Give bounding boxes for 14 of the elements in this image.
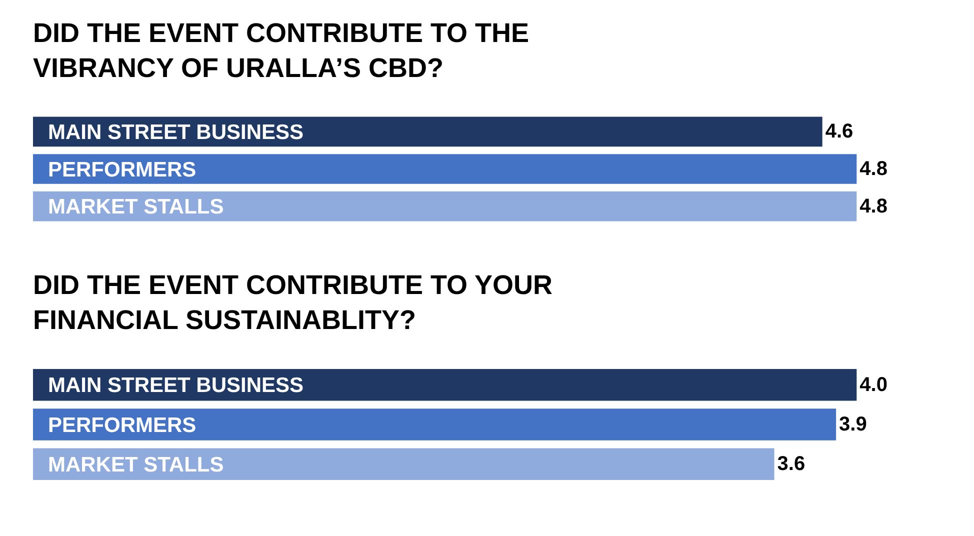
y-tick-label: MAIN STREET BUSINESS bbox=[48, 121, 304, 144]
chart-title: DID THE EVENT CONTRIBUTE TO YOUR FINANCIAL SUSTAINABLITY? bbox=[33, 270, 553, 336]
data-label: 4.0 bbox=[860, 374, 888, 396]
y-tick-label: PERFORMERS bbox=[48, 158, 196, 182]
data-label: 4.6 bbox=[825, 120, 854, 143]
data-label: 4.8 bbox=[860, 195, 888, 218]
y-tick-label: MAIN STREET BUSINESS bbox=[48, 374, 304, 398]
data-label: 3.9 bbox=[839, 414, 867, 436]
chart-title: DID THE EVENT CONTRIBUTE TO THE VIBRANCY OF URALLA’S CBD? bbox=[33, 18, 530, 84]
data-label: 3.6 bbox=[777, 453, 806, 476]
y-tick-label: MARKET STALLS bbox=[48, 196, 224, 219]
data-label: 4.8 bbox=[860, 158, 888, 180]
y-tick-label: PERFORMERS bbox=[48, 414, 196, 437]
y-tick-label: MARKET STALLS bbox=[48, 454, 224, 477]
